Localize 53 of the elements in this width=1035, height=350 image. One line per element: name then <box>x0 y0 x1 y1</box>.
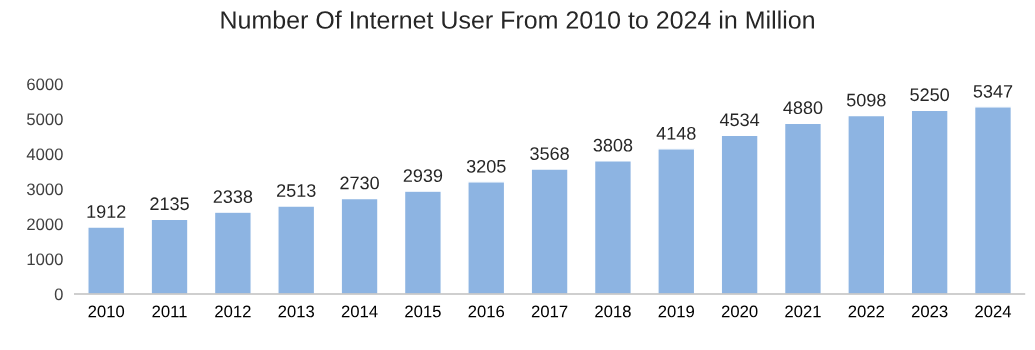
x-tick-label: 2019 <box>658 305 695 318</box>
data-label: 5250 <box>910 88 950 102</box>
x-tick-label: 2023 <box>911 305 948 318</box>
x-tick-label: 2014 <box>341 305 378 318</box>
x-tick-label: 2012 <box>215 305 251 318</box>
x-tick-label: 2024 <box>975 305 1012 318</box>
y-tick-label: 4000 <box>26 148 63 161</box>
x-tick-label: 2018 <box>595 305 631 318</box>
bar <box>783 122 823 294</box>
data-label: 4148 <box>656 126 696 140</box>
data-label: 1912 <box>87 205 126 218</box>
bar <box>87 226 126 294</box>
x-tick-label: 2013 <box>278 305 315 318</box>
data-label: 4880 <box>783 101 823 115</box>
chart-title: Number Of Internet User From 2010 to 2024 in Million <box>221 10 814 29</box>
data-label: 2730 <box>340 176 379 190</box>
data-label: 3808 <box>593 138 633 152</box>
y-tick-label: 5000 <box>27 113 63 126</box>
x-tick-label: 2016 <box>468 305 505 318</box>
bar <box>467 181 506 294</box>
data-label: 5347 <box>973 84 1013 98</box>
bar <box>657 148 696 294</box>
bar <box>593 160 632 294</box>
bar <box>910 109 949 294</box>
x-tick-label: 2020 <box>721 305 758 318</box>
bar <box>340 197 379 294</box>
data-label: 5098 <box>846 93 886 107</box>
bar <box>973 106 1013 294</box>
x-tick-label: 2021 <box>785 305 821 318</box>
bar <box>277 205 316 294</box>
data-label: 2338 <box>213 190 253 204</box>
x-tick-label: 2011 <box>152 305 187 318</box>
bar <box>150 218 189 294</box>
x-tick-label: 2022 <box>848 305 884 318</box>
bar <box>530 168 569 294</box>
bar <box>720 134 759 294</box>
bar <box>213 211 252 294</box>
data-label: 2939 <box>403 169 443 183</box>
data-label: 2135 <box>150 197 189 211</box>
bar <box>403 190 442 294</box>
x-tick-label: 2010 <box>88 305 125 318</box>
y-tick-label: 1000 <box>27 253 63 266</box>
data-label: 4534 <box>719 113 760 127</box>
data-label: 2513 <box>277 184 316 197</box>
y-tick-label: 0 <box>54 288 63 301</box>
y-tick-label: 3000 <box>26 183 63 196</box>
y-tick-label: 6000 <box>27 78 63 91</box>
data-label: 3205 <box>466 159 506 173</box>
x-tick-label: 2017 <box>531 305 568 318</box>
y-tick-label: 2000 <box>27 218 63 231</box>
bar <box>847 114 886 294</box>
data-label: 3568 <box>530 147 569 160</box>
x-tick-label: 2015 <box>405 305 441 318</box>
